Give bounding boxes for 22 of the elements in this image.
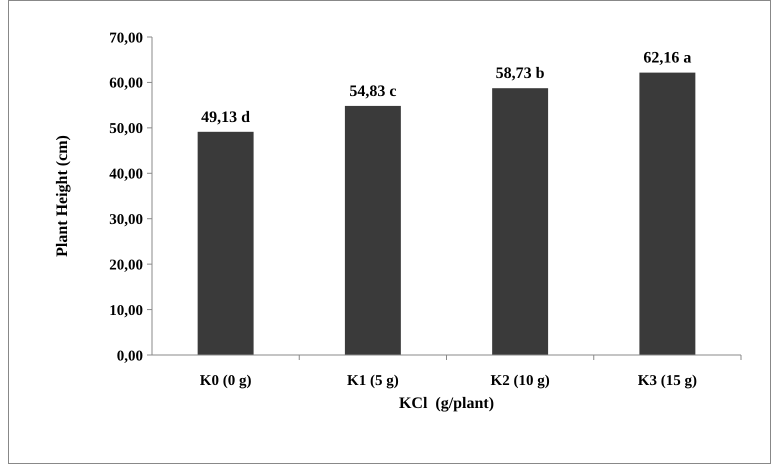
bar xyxy=(639,72,696,355)
y-tick-label: 50,00 xyxy=(109,121,143,138)
x-tick-label: K1 (5 g) xyxy=(347,373,399,389)
x-tick-label: K2 (10 g) xyxy=(490,373,550,389)
y-tick-label: 20,00 xyxy=(109,257,143,274)
y-tick-label: 70,00 xyxy=(109,30,143,46)
data-label: 54,83 c xyxy=(349,82,396,100)
y-tick-label: 0,00 xyxy=(116,348,143,364)
data-label: 49,13 d xyxy=(201,108,250,126)
x-tick-label: K0 (0 g) xyxy=(200,373,252,389)
data-label: 62,16 a xyxy=(643,50,692,67)
data-label: 58,73 b xyxy=(496,65,545,82)
bar xyxy=(344,106,401,355)
y-tick-label: 30,00 xyxy=(109,212,143,228)
y-tick-label: 10,00 xyxy=(109,302,143,319)
bar xyxy=(492,88,548,355)
x-axis-title: KCl (g/plant) xyxy=(398,395,494,412)
bar xyxy=(198,132,254,355)
x-tick-label: K3 (15 g) xyxy=(638,373,697,389)
y-tick-label: 60,00 xyxy=(109,76,143,92)
y-axis-title: Plant Height (cm) xyxy=(54,135,71,257)
y-tick-label: 40,00 xyxy=(109,166,143,183)
